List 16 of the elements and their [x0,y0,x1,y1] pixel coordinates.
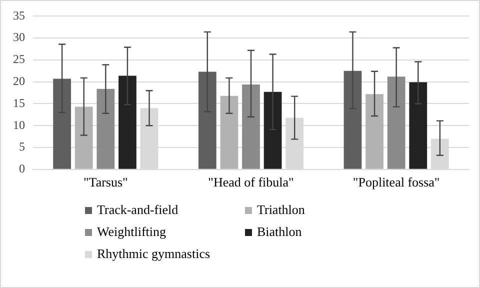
y-tick-label: 20 [13,74,25,88]
y-tick-label: 35 [13,8,25,22]
x-tick-label: "Tarsus" [83,174,128,190]
y-tick-label: 0 [19,162,25,176]
y-tick-label: 10 [13,118,25,132]
legend-label: Track-and-field [97,202,178,218]
legend-label: Triathlon [257,202,305,218]
y-tick-label: 15 [13,96,25,110]
x-tick-label: "Popliteal fossa" [352,174,440,190]
y-tick-label: 5 [19,140,25,154]
legend-label: Weightlifting [97,224,166,240]
x-tick-label: "Head of fibula" [208,174,294,190]
y-tick-label: 30 [13,30,25,44]
legend-label: Rhythmic gymnastics [97,246,210,262]
legend-label: Biathlon [257,224,302,240]
y-tick-label: 25 [13,52,25,66]
